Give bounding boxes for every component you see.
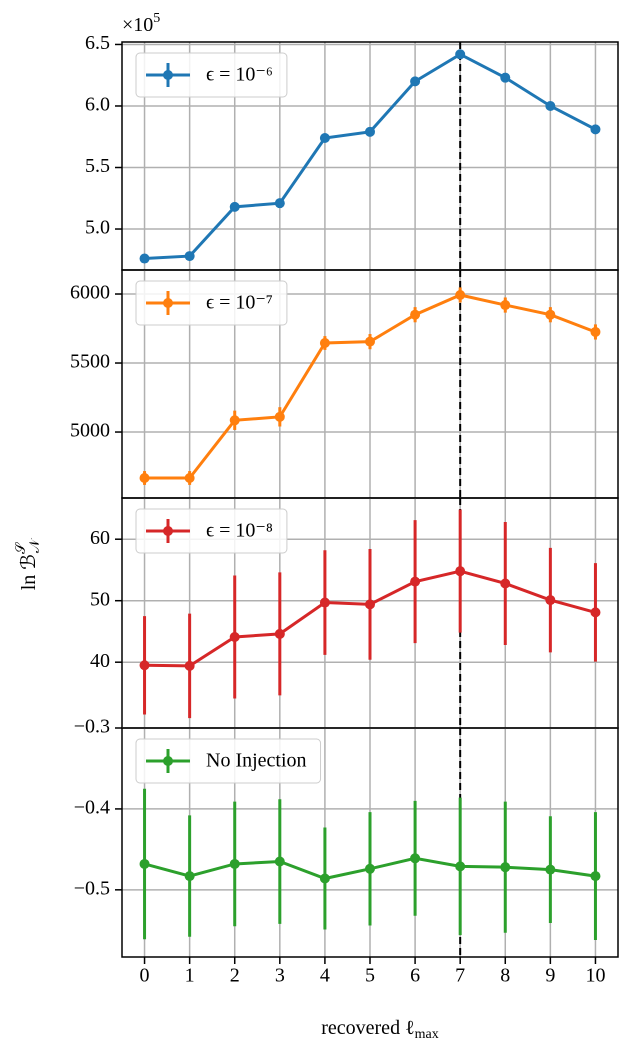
y-tick-label: 6000 [70, 282, 110, 304]
marker [365, 336, 375, 347]
marker [410, 309, 421, 320]
y-tick-label: 6.5 [85, 32, 110, 54]
marker [274, 411, 285, 422]
marker [455, 289, 466, 300]
marker [139, 858, 150, 869]
marker [319, 338, 330, 349]
offset-base: ×10 [122, 14, 153, 36]
y-label-main: ln ℬ [18, 554, 40, 590]
marker [500, 862, 511, 873]
legend-marker [163, 298, 173, 308]
x-label-main: recovered ℓ [321, 1017, 414, 1039]
marker [274, 856, 285, 867]
y-tick-label: −0.5 [74, 877, 110, 899]
marker [455, 861, 466, 872]
marker [365, 126, 375, 137]
marker [545, 864, 556, 875]
y-tick-label: 5.0 [85, 217, 110, 239]
marker [184, 871, 195, 882]
legend-label: ϵ = 10⁻⁸ [206, 520, 273, 542]
marker [229, 858, 240, 869]
marker [500, 578, 511, 589]
y-tick-label: −0.4 [74, 797, 110, 819]
x-tick-label: 1 [185, 965, 195, 987]
legend-box [135, 508, 288, 554]
marker [319, 597, 330, 608]
x-tick-label: 8 [500, 965, 510, 987]
offset-exponent: 5 [153, 11, 160, 26]
legend-label: No Injection [206, 750, 307, 772]
x-tick-label: 0 [140, 965, 150, 987]
x-axis-label: recovered ℓmax [321, 1017, 439, 1043]
x-label-sub: max [415, 1027, 439, 1042]
marker [184, 251, 195, 262]
x-tick-label: 9 [545, 965, 555, 987]
x-tick-label: 2 [230, 965, 240, 987]
marker [455, 49, 466, 60]
marker [184, 660, 195, 671]
legend-box [135, 52, 288, 98]
marker [545, 100, 556, 111]
marker [229, 201, 240, 212]
marker [365, 863, 375, 874]
y-label-sup: 𝒮 [14, 541, 29, 554]
y-label-sub: 𝒩 [28, 537, 43, 553]
y-tick-label: 60 [90, 527, 110, 549]
marker [545, 309, 556, 320]
x-tick-label: 7 [455, 965, 465, 987]
series [139, 49, 601, 264]
series [139, 287, 601, 485]
y-tick-label: 5500 [70, 351, 110, 373]
y-tick-label: 5.5 [85, 155, 110, 177]
marker [410, 853, 421, 864]
marker [410, 76, 421, 87]
y-tick-label: 40 [90, 650, 110, 672]
marker [229, 415, 240, 426]
marker [365, 599, 375, 610]
marker [139, 253, 150, 264]
x-tick-label: 5 [365, 965, 375, 987]
marker [500, 300, 511, 311]
y-tick-label: 50 [90, 588, 110, 610]
marker [545, 595, 556, 606]
legend-box [135, 280, 288, 326]
marker [455, 566, 466, 577]
series [139, 788, 601, 941]
marker [319, 132, 330, 143]
series [139, 509, 601, 719]
legend-marker [163, 70, 173, 80]
offset-text: ×105 [122, 11, 160, 35]
marker [590, 871, 601, 882]
x-tick-label: 4 [320, 965, 330, 987]
marker [590, 124, 601, 135]
marker [500, 72, 511, 83]
marker [229, 631, 240, 642]
legend-marker [163, 756, 173, 766]
marker [139, 472, 150, 483]
y-tick-label: 6.0 [85, 94, 110, 116]
legend-box [135, 738, 322, 784]
marker [274, 198, 285, 209]
y-axis-label: ln ℬ𝒮𝒩 [14, 537, 43, 590]
marker [590, 326, 601, 337]
y-tick-label: 5000 [70, 420, 110, 442]
marker [410, 576, 421, 587]
marker [139, 660, 150, 671]
legend-marker [163, 526, 173, 536]
marker [590, 607, 601, 618]
y-tick-label: −0.3 [74, 716, 110, 738]
marker [184, 472, 195, 483]
marker [274, 628, 285, 639]
x-tick-label: 3 [275, 965, 285, 987]
marker [319, 873, 330, 884]
x-tick-label: 10 [585, 965, 605, 987]
x-tick-label: 6 [410, 965, 420, 987]
legend-label: ϵ = 10⁻⁷ [206, 292, 273, 314]
legend-label: ϵ = 10⁻⁶ [206, 64, 273, 86]
